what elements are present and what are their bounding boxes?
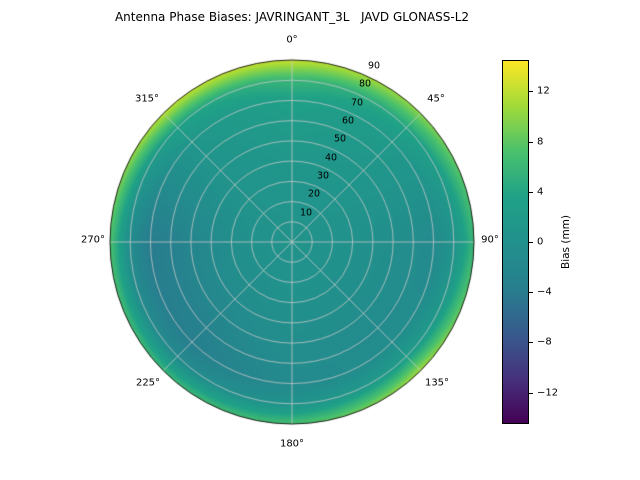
radial-label-70: 70 [350,97,364,109]
polar-heatmap-canvas [106,56,478,428]
angle-label-135: 135° [424,377,450,389]
colorbar-tickmark [529,142,533,143]
colorbar-axis-label: Bias (mm) [560,214,572,270]
angle-label-0: 0° [286,34,298,46]
colorbar-tick-0: 0 [537,236,544,248]
angle-label-315: 315° [134,93,160,105]
radial-label-50: 50 [333,133,347,145]
radial-label-90: 90 [367,60,381,72]
colorbar-tick-8: 8 [537,136,544,148]
chart-title: Antenna Phase Biases: JAVRINGANT_3L JAVD… [114,10,470,24]
radial-label-20: 20 [307,188,321,200]
angle-label-45: 45° [427,93,445,105]
colorbar-tickmark [529,242,533,243]
angle-label-180: 180° [279,438,305,450]
angle-label-225: 225° [135,377,161,389]
colorbar-tickmark [529,393,533,394]
radial-label-40: 40 [324,152,338,164]
colorbar-gradient [502,60,529,424]
radial-label-80: 80 [358,78,372,90]
angle-label-90: 90° [481,234,499,246]
colorbar-tickmark [529,192,533,193]
colorbar-tick-4: 4 [537,186,544,198]
radial-label-30: 30 [316,170,330,182]
colorbar-tick-n8: −8 [537,336,552,348]
radial-label-10: 10 [299,207,313,219]
radial-label-60: 60 [341,115,355,127]
colorbar-tickmark [529,342,533,343]
colorbar-tick-n12: −12 [537,387,559,399]
colorbar-tick-n4: −4 [537,286,552,298]
colorbar-tickmark [529,292,533,293]
colorbar-tick-12: 12 [537,85,550,97]
colorbar-tickmark [529,91,533,92]
angle-label-270: 270° [80,234,106,246]
